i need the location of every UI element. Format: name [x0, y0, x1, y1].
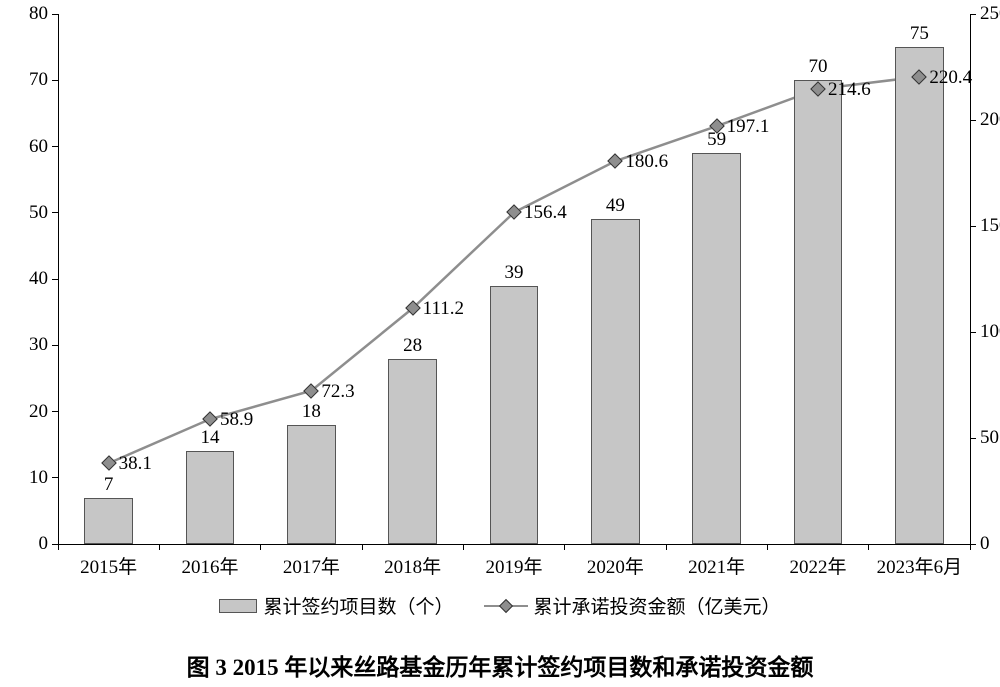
x-tick-label: 2023年6月 [877, 552, 963, 579]
y-right-tick-label: 0 [980, 533, 990, 555]
line-value-label: 220.4 [929, 67, 972, 89]
x-tick [767, 544, 768, 550]
y-left-tick [52, 146, 58, 147]
line-value-label: 38.1 [119, 453, 152, 475]
y-left-tick-label: 20 [29, 401, 48, 423]
y-left-tick [52, 80, 58, 81]
x-tick-label: 2016年 [181, 552, 238, 579]
bar-value-label: 75 [910, 23, 929, 45]
x-tick-label: 2015年 [80, 552, 137, 579]
x-tick-label: 2022年 [789, 552, 846, 579]
bar [84, 498, 133, 544]
bar-value-label: 14 [201, 427, 220, 449]
y-left-tick [52, 14, 58, 15]
y-left-tick-label: 50 [29, 202, 48, 224]
y-left-tick [52, 477, 58, 478]
x-tick [260, 544, 261, 550]
y-left-tick [52, 212, 58, 213]
bar-value-label: 39 [505, 262, 524, 284]
x-tick [58, 544, 59, 550]
line-value-label: 214.6 [828, 79, 871, 101]
bar [895, 47, 944, 544]
y-left-tick-label: 0 [39, 533, 49, 555]
x-tick [666, 544, 667, 550]
axis-bottom [58, 544, 970, 545]
y-right-tick [970, 226, 976, 227]
bar-value-label: 49 [606, 195, 625, 217]
x-tick [868, 544, 869, 550]
line-value-label: 111.2 [423, 298, 464, 320]
y-right-tick [970, 332, 976, 333]
bar [794, 80, 843, 544]
y-left-tick-label: 80 [29, 3, 48, 25]
legend-swatch-line [484, 599, 528, 613]
figure-caption: 图 3 2015 年以来丝路基金历年累计签约项目数和承诺投资金额 [0, 648, 1000, 682]
bar-value-label: 18 [302, 401, 321, 423]
x-tick [362, 544, 363, 550]
bar-value-label: 28 [403, 335, 422, 357]
legend-label-line: 累计承诺投资金额（亿美元） [534, 592, 781, 619]
x-tick-label: 2020年 [587, 552, 644, 579]
bar [490, 286, 539, 544]
y-left-tick-label: 70 [29, 69, 48, 91]
line-value-label: 197.1 [727, 116, 770, 138]
bar [287, 425, 336, 544]
bar [186, 451, 235, 544]
axis-left [58, 14, 59, 544]
y-right-tick-label: 150 [980, 215, 1000, 237]
y-right-tick [970, 120, 976, 121]
legend-swatch-bar [219, 599, 257, 613]
y-right-tick-label: 200 [980, 109, 1000, 131]
chart-container: 累计签约项目数（个） 累计承诺投资金额（亿美元） 图 3 2015 年以来丝路基… [0, 0, 1000, 687]
y-left-tick [52, 411, 58, 412]
y-left-tick-label: 60 [29, 136, 48, 158]
y-left-tick-label: 10 [29, 467, 48, 489]
y-left-tick [52, 279, 58, 280]
x-tick-label: 2021年 [688, 552, 745, 579]
legend: 累计签约项目数（个） 累计承诺投资金额（亿美元） [0, 592, 1000, 619]
legend-label-bars: 累计签约项目数（个） [263, 592, 453, 619]
y-right-tick-label: 250 [980, 3, 1000, 25]
y-right-tick-label: 100 [980, 321, 1000, 343]
line-value-label: 156.4 [524, 202, 567, 224]
bar [388, 359, 437, 545]
x-tick-label: 2018年 [384, 552, 441, 579]
y-right-tick-label: 50 [980, 427, 999, 449]
x-tick-label: 2019年 [485, 552, 542, 579]
bar [591, 219, 640, 544]
y-right-tick [970, 544, 976, 545]
y-left-tick-label: 40 [29, 268, 48, 290]
axis-right [970, 14, 971, 544]
line-value-label: 180.6 [625, 151, 668, 173]
y-right-tick [970, 438, 976, 439]
legend-item-bars: 累计签约项目数（个） [219, 592, 453, 619]
bar-value-label: 7 [104, 474, 114, 496]
x-tick [970, 544, 971, 550]
y-right-tick [970, 14, 976, 15]
x-tick [564, 544, 565, 550]
legend-item-line: 累计承诺投资金额（亿美元） [484, 592, 781, 619]
x-tick-label: 2017年 [283, 552, 340, 579]
line-value-label: 72.3 [321, 381, 354, 403]
x-tick [463, 544, 464, 550]
bar [692, 153, 741, 544]
y-left-tick-label: 30 [29, 334, 48, 356]
line-value-label: 58.9 [220, 409, 253, 431]
bar-value-label: 70 [809, 56, 828, 78]
x-tick [159, 544, 160, 550]
y-left-tick [52, 345, 58, 346]
